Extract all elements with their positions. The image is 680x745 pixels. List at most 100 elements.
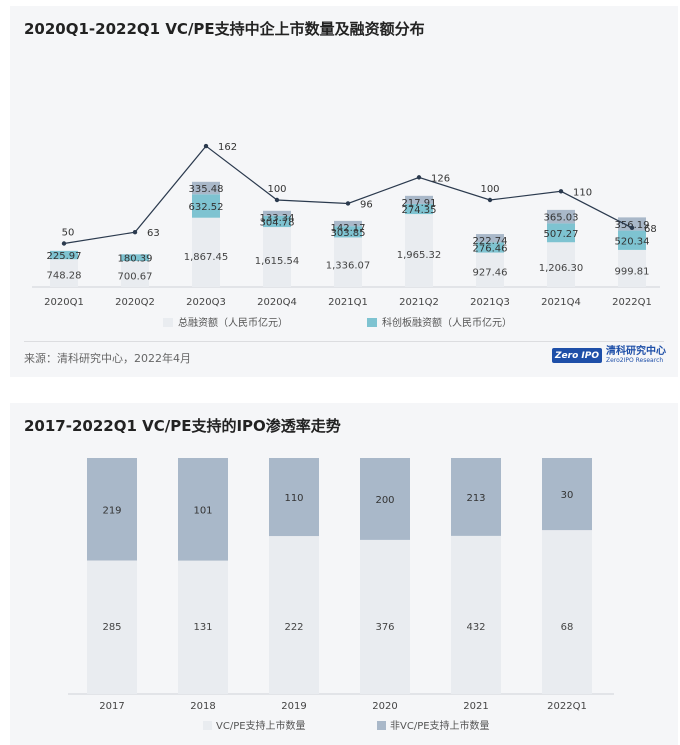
x-tick-label: 2020Q2 [115, 297, 155, 308]
data-label-total: 1,965.32 [397, 250, 442, 261]
legend-label-non-vc: 非VC/PE支持上市数量 [390, 719, 490, 732]
data-label-ipo-count: 100 [480, 184, 499, 195]
data-label-ipo-count: 68 [644, 224, 657, 235]
bar-kcb-financing [405, 203, 433, 215]
data-label-total: 748.28 [47, 271, 82, 282]
data-label-kcb: 180.39 [118, 254, 153, 265]
bar-vc-share [360, 539, 410, 694]
line-point [558, 189, 564, 194]
data-label-other: 142.17 [331, 223, 366, 234]
data-label-kcb: 303.85 [331, 228, 366, 239]
bar-other-segment [263, 210, 291, 216]
data-label-other: 222.74 [473, 236, 508, 247]
bar-total-financing [334, 237, 362, 287]
financing-chart: 748.28 225.97 2020Q1 700.67 180.39 2020Q2 1,86… [32, 142, 660, 329]
legend-label-vc: VC/PE支持上市数量 [216, 719, 306, 732]
data-label-non-vc: 213 [466, 493, 485, 504]
x-tick-label: 2018 [190, 701, 215, 712]
data-label-other: 217.91 [402, 198, 437, 209]
bar-vc-share [451, 535, 501, 694]
data-label-kcb: 632.52 [189, 202, 224, 213]
line-point [274, 197, 280, 203]
line-point [629, 225, 635, 231]
data-label-ipo-count: 110 [573, 187, 592, 198]
x-tick-label: 2021Q3 [470, 297, 510, 308]
data-label-other: 133.34 [260, 213, 295, 224]
bar-non-vc-share [178, 458, 228, 561]
bar-other-segment [192, 181, 220, 195]
bar-kcb-financing [192, 194, 220, 218]
data-label-other: 365.03 [544, 213, 579, 224]
data-label-ipo-count: 50 [62, 228, 75, 239]
bar-kcb-financing [50, 250, 78, 260]
data-label-non-vc: 219 [102, 505, 121, 516]
legend-label-kcb: 科创板融资额（人民币亿元） [382, 316, 512, 329]
line-point [345, 201, 351, 206]
data-label-total: 1,206.30 [539, 263, 584, 274]
legend-label-total: 总融资额（人民币亿元） [178, 316, 288, 329]
data-label-kcb: 507.27 [544, 229, 579, 240]
bar-non-vc-share [542, 458, 592, 531]
bar-total-financing [476, 252, 504, 287]
legend-swatch-kcb [367, 318, 377, 327]
data-label-ipo-count: 96 [360, 199, 373, 210]
chart-panel-financing: 2020Q1-2022Q1 VC/PE支持中企上市数量及融资额分布 748.28… [10, 6, 678, 377]
x-tick-label: 2021Q2 [399, 297, 439, 308]
data-label-ipo-count: 100 [267, 184, 286, 195]
line-point [203, 143, 209, 149]
bar-total-financing [405, 214, 433, 287]
bar-other-segment [334, 220, 362, 227]
data-label-total: 1,867.45 [184, 252, 229, 263]
bar-kcb-financing [476, 242, 504, 253]
data-label-non-vc: 110 [284, 493, 303, 504]
data-label-vc: 68 [561, 622, 574, 633]
x-tick-label: 2020 [372, 701, 397, 712]
bar-vc-share [269, 536, 319, 694]
data-label-kcb: 225.97 [47, 251, 82, 262]
bar-total-financing [121, 261, 149, 287]
logo-name-en: Zero2IPO Research [606, 357, 664, 364]
bar-non-vc-share [360, 458, 410, 540]
line-point [487, 197, 493, 203]
bar-vc-share [542, 530, 592, 694]
data-label-non-vc: 30 [561, 490, 574, 501]
data-label-vc: 376 [375, 622, 394, 633]
ipo-penetration-chart: 219 285 2017 101 131 2018 110 222 2019 200 376 2020… [68, 458, 614, 732]
data-label-total: 927.46 [473, 268, 508, 279]
data-label-other: 356.19 [615, 220, 650, 231]
zero2ipo-logo: Zero IPO 清科研究中心 Zero2IPO Research [552, 347, 666, 364]
x-tick-label: 2021Q1 [328, 297, 368, 308]
line-point [132, 229, 138, 235]
data-label-vc: 131 [193, 622, 212, 633]
logo-name-cn: 清科研究中心 [606, 346, 666, 357]
logo-mark: Zero IPO [552, 348, 602, 363]
x-tick-label: 2022Q1 [612, 297, 652, 308]
data-label-non-vc: 101 [193, 505, 212, 516]
data-label-vc: 432 [466, 622, 485, 633]
x-tick-label: 2022Q1 [547, 701, 587, 712]
legend-swatch-non-vc [377, 721, 386, 730]
bar-total-financing [618, 249, 646, 287]
data-label-total: 1,336.07 [326, 261, 371, 272]
x-tick-label: 2017 [99, 701, 124, 712]
data-label-ipo-count: 162 [218, 142, 237, 153]
footer-divider [24, 341, 664, 342]
chart-panel-ipo-penetration: 2017-2022Q1 VC/PE支持的IPO渗透率走势 219 285 2017 1… [10, 403, 678, 745]
data-label-total: 999.81 [615, 266, 650, 277]
bar-vc-share [87, 560, 137, 694]
source-note: 来源：清科研究中心，2022年4月 [24, 352, 191, 365]
bar-total-financing [547, 242, 575, 287]
data-label-non-vc: 200 [375, 495, 394, 506]
line-point [61, 241, 67, 246]
bar-non-vc-share [269, 458, 319, 537]
bar-kcb-financing [121, 254, 149, 262]
x-tick-label: 2020Q4 [257, 297, 297, 308]
data-label-vc: 285 [102, 622, 121, 633]
bar-kcb-financing [263, 215, 291, 228]
bar-other-segment [547, 209, 575, 224]
data-label-kcb: 304.78 [260, 217, 295, 228]
data-label-total: 700.67 [118, 271, 153, 282]
legend-swatch-total [163, 318, 173, 327]
bar-vc-share [178, 560, 228, 694]
data-label-vc: 222 [284, 622, 303, 633]
